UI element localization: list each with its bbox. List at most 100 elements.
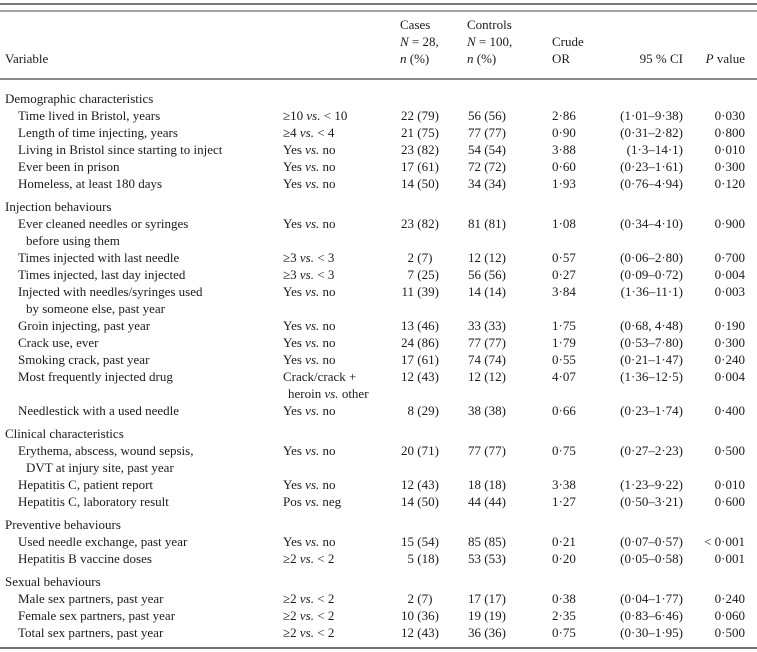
variable-cell: Total sex partners, past year <box>5 624 283 641</box>
comparison-text: Yes vs. no <box>283 216 336 231</box>
table-row: Groin injecting, past year Yes vs. no 13 (… <box>5 317 745 334</box>
variable-label: Hepatitis B vaccine doses <box>18 551 152 566</box>
count-number: 24 <box>401 335 414 350</box>
variable-label-continued: before using them <box>26 233 120 248</box>
count-number: 2 <box>407 250 415 265</box>
comparison-text: ≥2 vs. < 2 <box>283 608 335 623</box>
cases-cell: 12 (43) <box>401 477 439 492</box>
variable-label: Needlestick with a used needle <box>18 403 179 418</box>
table-row: Ever cleaned needles or syringes before u… <box>5 215 745 249</box>
variable-cell: Times injected, last day injected <box>5 266 283 283</box>
crude-or-cell: 0·38 <box>552 591 576 606</box>
comparison-text: Yes vs. no <box>283 403 336 418</box>
variable-label: Time lived in Bristol, years <box>18 108 161 123</box>
ci-cell: (0·21–1·47) <box>620 352 683 367</box>
vs-italic: vs. <box>305 403 320 418</box>
controls-cell: 34 (34) <box>468 176 506 191</box>
count-number: 34 <box>468 176 481 191</box>
comparison-text: Pos vs. neg <box>283 494 342 509</box>
cases-header-line1: Cases <box>400 17 431 32</box>
table-row: Times injected with last needle ≥3 vs. < … <box>5 249 745 266</box>
p-value-cell: 0·800 <box>714 125 745 140</box>
count-number: 14 <box>468 284 481 299</box>
comparison-cell: Yes vs. no <box>283 351 400 368</box>
count-number: 81 <box>468 216 481 231</box>
controls-cell: 81 (81) <box>468 216 506 231</box>
ci-cell: (0·50–3·21) <box>620 494 683 509</box>
count-number: 56 <box>468 267 481 282</box>
controls-cell: 18 (18) <box>468 477 506 492</box>
crude-or-cell: 1·93 <box>552 176 576 191</box>
table-row: Homeless, at least 180 days Yes vs. no 14 … <box>5 175 745 192</box>
count-number: 14 <box>401 494 414 509</box>
p-value-cell: 0·300 <box>714 335 745 350</box>
ci-cell: (0·09–0·72) <box>620 267 683 282</box>
comparison-cell: ≥4 vs. < 4 <box>283 124 400 141</box>
cases-n-value: = 28, <box>408 34 439 49</box>
section-header: Injection behaviours <box>5 199 112 214</box>
comparison-cell: Yes vs. no <box>283 476 400 493</box>
variable-cell: Homeless, at least 180 days <box>5 175 283 192</box>
count-number: 77 <box>468 335 481 350</box>
crude-or-cell: 0·57 <box>552 250 576 265</box>
vs-italic: vs. <box>299 551 314 566</box>
comparison-text: ≥10 vs. < 10 <box>283 108 348 123</box>
variable-label: Injected with needles/syringes used <box>18 284 203 299</box>
comparison-cell: ≥2 vs. < 2 <box>283 590 400 607</box>
table-row: Used needle exchange, past year Yes vs. n… <box>5 533 745 550</box>
variable-cell: Living in Bristol since starting to inje… <box>5 141 283 158</box>
comparison-text: Crack/crack + <box>283 369 357 384</box>
comparison-cell: Yes vs. no <box>283 334 400 351</box>
ci-cell: (1·3–14·1) <box>626 142 683 157</box>
comparison-text: ≥2 vs. < 2 <box>283 625 335 640</box>
crude-or-cell: 4·07 <box>552 369 576 384</box>
p-value-cell: 0·060 <box>714 608 745 623</box>
header-divider-rule <box>0 78 757 80</box>
cases-cell: 23 (82) <box>401 142 439 157</box>
comparison-cell: ≥2 vs. < 2 <box>283 624 400 641</box>
comparison-cell: Yes vs. no <box>283 317 400 334</box>
comparison-text: Yes vs. no <box>283 352 336 367</box>
section-header: Preventive behaviours <box>5 517 121 532</box>
comparison-text: Yes vs. no <box>283 142 336 157</box>
count-number: 12 <box>401 369 414 384</box>
table-row: Time lived in Bristol, years ≥10 vs. < 10… <box>5 107 745 124</box>
cases-header-line3: n (%) <box>400 50 467 67</box>
vs-italic: vs. <box>305 216 320 231</box>
crude-or-cell: 1·79 <box>552 335 576 350</box>
vs-italic: vs. <box>305 318 320 333</box>
variable-cell: Ever been in prison <box>5 158 283 175</box>
section-header: Clinical characteristics <box>5 426 124 441</box>
controls-cell: 12 (12) <box>468 369 506 384</box>
p-symbol: P <box>705 51 714 66</box>
vs-italic: vs. <box>299 250 314 265</box>
vs-italic: vs. <box>299 625 314 640</box>
cases-cell: 14 (50) <box>401 176 439 191</box>
variable-label: Total sex partners, past year <box>18 625 164 640</box>
count-number: 33 <box>468 318 481 333</box>
comparison-cell: ≥2 vs. < 2 <box>283 607 400 624</box>
ci-cell: (0·27–2·23) <box>620 443 683 458</box>
count-number: 14 <box>401 176 414 191</box>
vs-italic: vs. <box>299 125 314 140</box>
count-number: 74 <box>468 352 481 367</box>
vs-italic: vs. <box>305 159 320 174</box>
crude-or-cell: 3·88 <box>552 142 576 157</box>
comparison-text: Yes vs. no <box>283 443 336 458</box>
ci-cell: (0·83–6·46) <box>620 608 683 623</box>
count-number: 23 <box>401 216 414 231</box>
comparison-text-continued: heroin vs. other <box>288 386 369 401</box>
comparison-cell: Yes vs. no <box>283 283 400 300</box>
cases-cell: 13 (46) <box>401 318 439 333</box>
variable-cell: Erythema, abscess, wound sepsis, DVT at i… <box>5 442 283 476</box>
table-row: Hepatitis C, patient report Yes vs. no 12 … <box>5 476 745 493</box>
comparison-cell: ≥3 vs. < 3 <box>283 266 400 283</box>
controls-cell: 56 (56) <box>468 267 506 282</box>
table-row: Most frequently injected drug Crack/crack… <box>5 368 745 402</box>
count-number: 77 <box>468 125 481 140</box>
variable-cell: Groin injecting, past year <box>5 317 283 334</box>
ci-cell: (0·53–7·80) <box>620 335 683 350</box>
vs-italic: vs. <box>299 267 314 282</box>
variable-label: Hepatitis C, patient report <box>18 477 154 492</box>
count-number: 17 <box>468 591 481 606</box>
